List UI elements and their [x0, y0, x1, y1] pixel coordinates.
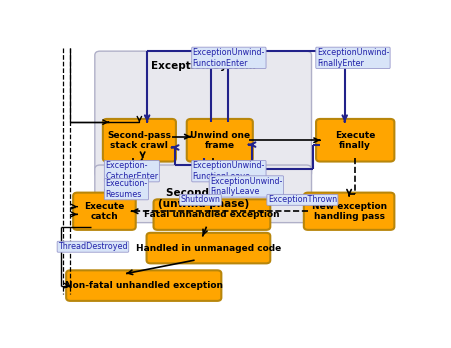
FancyBboxPatch shape: [95, 51, 312, 177]
Text: Fatal unhandled exception: Fatal unhandled exception: [144, 210, 280, 219]
Text: Second-pass
stack crawl: Second-pass stack crawl: [107, 130, 171, 150]
Text: Exception-
CatcherEnter: Exception- CatcherEnter: [106, 161, 158, 181]
FancyBboxPatch shape: [304, 193, 394, 230]
Text: Exception System: Exception System: [151, 61, 256, 71]
FancyBboxPatch shape: [187, 119, 253, 161]
Text: Execute
catch: Execute catch: [84, 201, 124, 221]
FancyBboxPatch shape: [95, 165, 312, 223]
Text: ExceptionUnwind-
FunctionEnter: ExceptionUnwind- FunctionEnter: [193, 48, 265, 68]
Text: ThreadDestroyed: ThreadDestroyed: [58, 242, 128, 251]
Text: Shutdown: Shutdown: [180, 195, 221, 204]
Text: Handled in unmanaged code: Handled in unmanaged code: [136, 244, 281, 253]
FancyBboxPatch shape: [66, 270, 221, 301]
Text: Second Pass
(unwind phase): Second Pass (unwind phase): [157, 188, 249, 209]
Text: ExceptionUnwind-
FunctionLeave: ExceptionUnwind- FunctionLeave: [193, 161, 265, 181]
FancyBboxPatch shape: [103, 119, 176, 161]
Text: ExceptionUnwind-
FinallyEnter: ExceptionUnwind- FinallyEnter: [317, 48, 389, 68]
FancyBboxPatch shape: [147, 233, 270, 263]
FancyBboxPatch shape: [316, 119, 394, 161]
Text: ExceptionUnwind-
FinallyLeave: ExceptionUnwind- FinallyLeave: [210, 177, 282, 196]
Text: Execution-
Resumes: Execution- Resumes: [106, 180, 147, 199]
FancyBboxPatch shape: [153, 199, 270, 230]
Text: Execute
finally: Execute finally: [335, 130, 375, 150]
FancyBboxPatch shape: [73, 193, 136, 230]
Text: New exception
handling pass: New exception handling pass: [312, 201, 387, 221]
Text: Unwind one
frame: Unwind one frame: [190, 130, 250, 150]
Text: ExceptionThrown: ExceptionThrown: [268, 195, 337, 204]
Text: Non-fatal unhandled exception: Non-fatal unhandled exception: [65, 281, 223, 290]
